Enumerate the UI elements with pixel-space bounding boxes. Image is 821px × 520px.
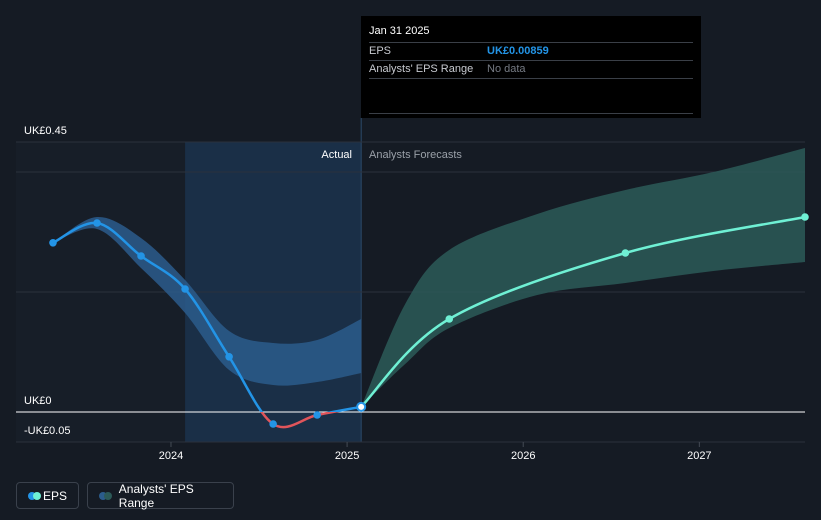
x-tick-label: 2026 xyxy=(511,450,535,462)
x-tick-label: 2025 xyxy=(335,450,359,462)
legend-range-button[interactable]: Analysts' EPS Range xyxy=(87,481,234,510)
eps-range-band-forecast xyxy=(361,148,805,407)
eps-actual-point xyxy=(181,285,189,293)
eps-forecast-point xyxy=(621,249,630,257)
legend-eps-button[interactable]: EPS xyxy=(16,482,79,509)
forecast-section-label: Analysts Forecasts xyxy=(369,149,462,161)
tooltip-eps-label: EPS xyxy=(369,45,392,57)
eps-actual-point xyxy=(49,239,57,247)
eps-actual-line xyxy=(52,221,362,412)
y-tick-label: -UK£0.05 xyxy=(24,425,70,437)
eps-current-point xyxy=(356,401,367,412)
eps-actual-point xyxy=(225,353,233,361)
eps-forecast-line xyxy=(360,215,806,408)
tooltip-row-range: Analysts' EPS Range No data xyxy=(369,61,693,79)
eps-legend-icon xyxy=(28,491,41,500)
eps-actual-point xyxy=(269,420,277,428)
tooltip-spacer xyxy=(369,79,693,114)
tooltip-date: Jan 31 2025 xyxy=(369,24,693,43)
tooltip: Jan 31 2025 EPS UK£0.00859 Analysts' EPS… xyxy=(361,16,701,118)
x-tick-label: 2027 xyxy=(687,450,711,462)
eps-actual-point xyxy=(313,411,321,419)
y-tick-label: UK£0 xyxy=(24,395,52,407)
x-tick-label: 2024 xyxy=(159,450,183,462)
y-tick-label: UK£0.45 xyxy=(24,125,67,137)
legend-range-label: Analysts' EPS Range xyxy=(118,481,194,510)
tooltip-range-value: No data xyxy=(487,63,526,75)
actual-section-label: Actual xyxy=(321,149,352,161)
eps-forecast-point xyxy=(801,213,809,221)
eps-actual-point xyxy=(137,252,145,260)
tooltip-row-eps: EPS UK£0.00859 xyxy=(369,43,693,61)
eps-actual-point xyxy=(93,219,101,227)
range-legend-icon xyxy=(99,491,112,500)
tooltip-eps-value: UK£0.00859 xyxy=(487,45,549,57)
tooltip-range-label: Analysts' EPS Range xyxy=(369,63,474,75)
legend-eps-label: EPS xyxy=(42,488,67,503)
eps-actual-line-negative xyxy=(260,412,340,429)
eps-range-band-actual xyxy=(53,216,362,386)
eps-forecast-point xyxy=(445,315,454,323)
